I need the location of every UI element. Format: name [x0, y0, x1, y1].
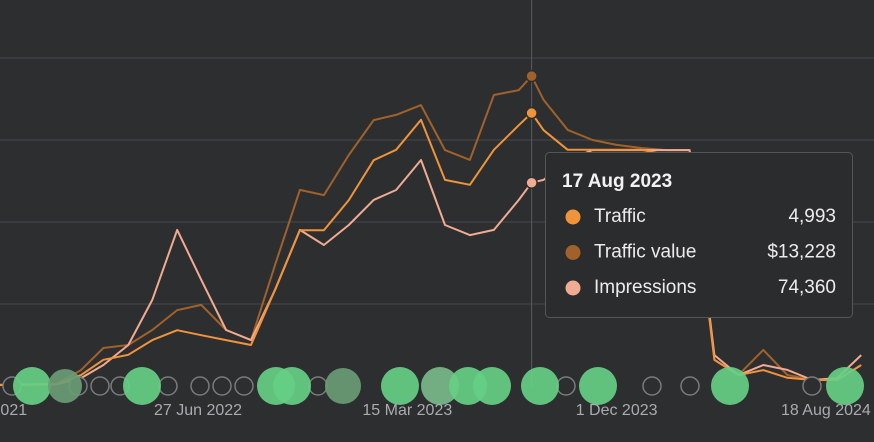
annotation-group[interactable] — [421, 367, 459, 405]
tooltip-value: $13,228 — [767, 242, 836, 263]
x-tick-label: 1 Dec 2023 — [576, 402, 658, 419]
x-tick-label: 27 Jun 2022 — [154, 402, 242, 419]
annotation-marker[interactable] — [308, 376, 328, 396]
annotation-group[interactable] — [711, 367, 749, 405]
hover-point — [525, 69, 538, 83]
annotation-group[interactable] — [579, 367, 617, 405]
annotation-marker[interactable] — [234, 376, 254, 396]
annotation-marker[interactable] — [802, 376, 822, 396]
plot — [0, 0, 862, 387]
annotation-group[interactable] — [826, 367, 864, 405]
legend-label: Traffic — [594, 206, 646, 227]
annotation-group[interactable] — [48, 369, 82, 403]
annotation-marker[interactable] — [158, 376, 178, 396]
annotation-marker[interactable] — [680, 376, 700, 396]
annotation-group[interactable] — [123, 367, 161, 405]
tooltip: 17 Aug 2023 Traffic 4,993 Traffic value $13,… — [545, 152, 853, 318]
tooltip-value: 74,360 — [778, 277, 836, 298]
annotation-marker[interactable] — [212, 376, 232, 396]
legend-swatch — [565, 209, 581, 225]
hover-point — [525, 176, 538, 189]
annotation-marker[interactable] — [90, 376, 110, 396]
legend-swatch — [565, 280, 581, 296]
annotation-group[interactable] — [521, 367, 559, 405]
annotation-group[interactable] — [13, 367, 51, 405]
tooltip-box — [545, 152, 853, 318]
annotation-marker[interactable] — [556, 376, 576, 396]
x-tick-label: 8 Oct 2021 — [0, 402, 27, 419]
annotation-group[interactable] — [473, 367, 511, 405]
legend-label: Impressions — [594, 277, 696, 298]
x-tick-label: 15 Mar 2023 — [362, 402, 452, 419]
annotation-groups — [13, 367, 864, 405]
tooltip-value: 4,993 — [788, 206, 836, 227]
x-axis: 8 Oct 2021 27 Jun 2022 15 Mar 2023 1 Dec 20… — [0, 402, 871, 419]
legend-swatch — [565, 245, 581, 260]
annotation-group[interactable] — [273, 367, 311, 405]
annotation-group[interactable] — [381, 367, 419, 405]
series-line — [0, 112, 862, 386]
annotation-marker[interactable] — [190, 376, 210, 396]
hover-point — [525, 106, 538, 120]
annotation-group[interactable] — [325, 368, 361, 404]
annotation-marker[interactable] — [642, 376, 662, 396]
tooltip-title: 17 Aug 2023 — [562, 171, 672, 192]
x-tick-label: 18 Aug 2024 — [781, 402, 871, 419]
legend-label: Traffic value — [594, 242, 696, 263]
